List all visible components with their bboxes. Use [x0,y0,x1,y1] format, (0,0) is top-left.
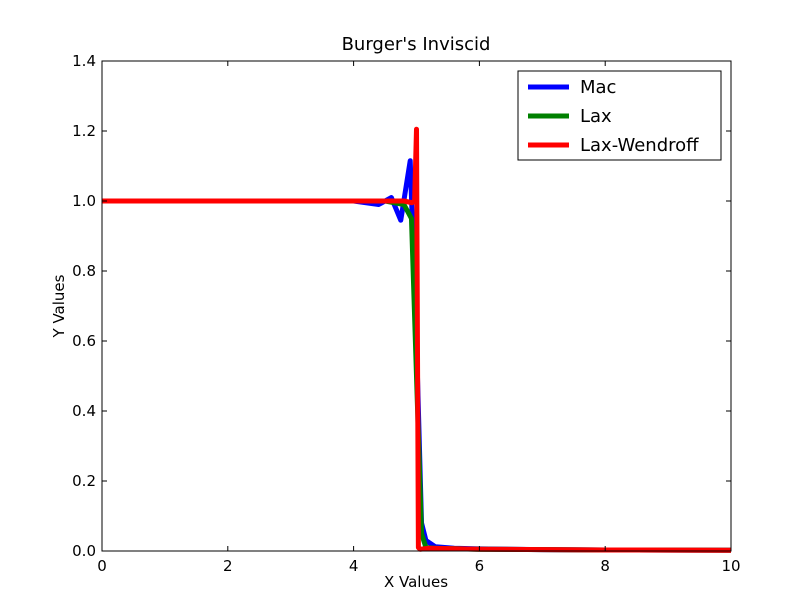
y-tick-label: 0.4 [72,402,96,420]
legend-label: Lax-Wendroff [580,135,699,156]
ticks-layer: 0 2 4 6 8 10 0.0 0.2 0.4 0.6 0.8 1.0 1.2 1.4 [72,52,740,575]
legend-label: Lax [580,106,612,127]
series-layer [102,126,732,553]
x-tick-label: 4 [349,557,359,575]
plot-frame [101,60,732,552]
x-tick-label: 0 [97,557,107,575]
y-tick-label: 1.2 [72,122,96,140]
x-tick-label: 6 [475,557,485,575]
y-tick-label: 0.8 [72,262,96,280]
y-tick-label: 0.6 [72,332,96,350]
chart-title: Burger's Inviscid [342,34,491,55]
legend: Mac Lax Lax-Wendroff [517,70,722,161]
x-tick-label: 8 [600,557,610,575]
y-tick-label: 1.4 [72,52,96,70]
y-tick-label: 0.2 [72,472,96,490]
legend-label: Mac [580,77,616,98]
x-tick-label: 2 [223,557,233,575]
x-tick-label: 10 [721,557,740,575]
y-tick-label: 0.0 [72,542,96,560]
y-axis-label: Y Values [50,274,68,338]
x-axis-label: X Values [384,573,448,591]
y-tick-label: 1.0 [72,192,96,210]
series-line-lax-wendroff [102,126,732,553]
